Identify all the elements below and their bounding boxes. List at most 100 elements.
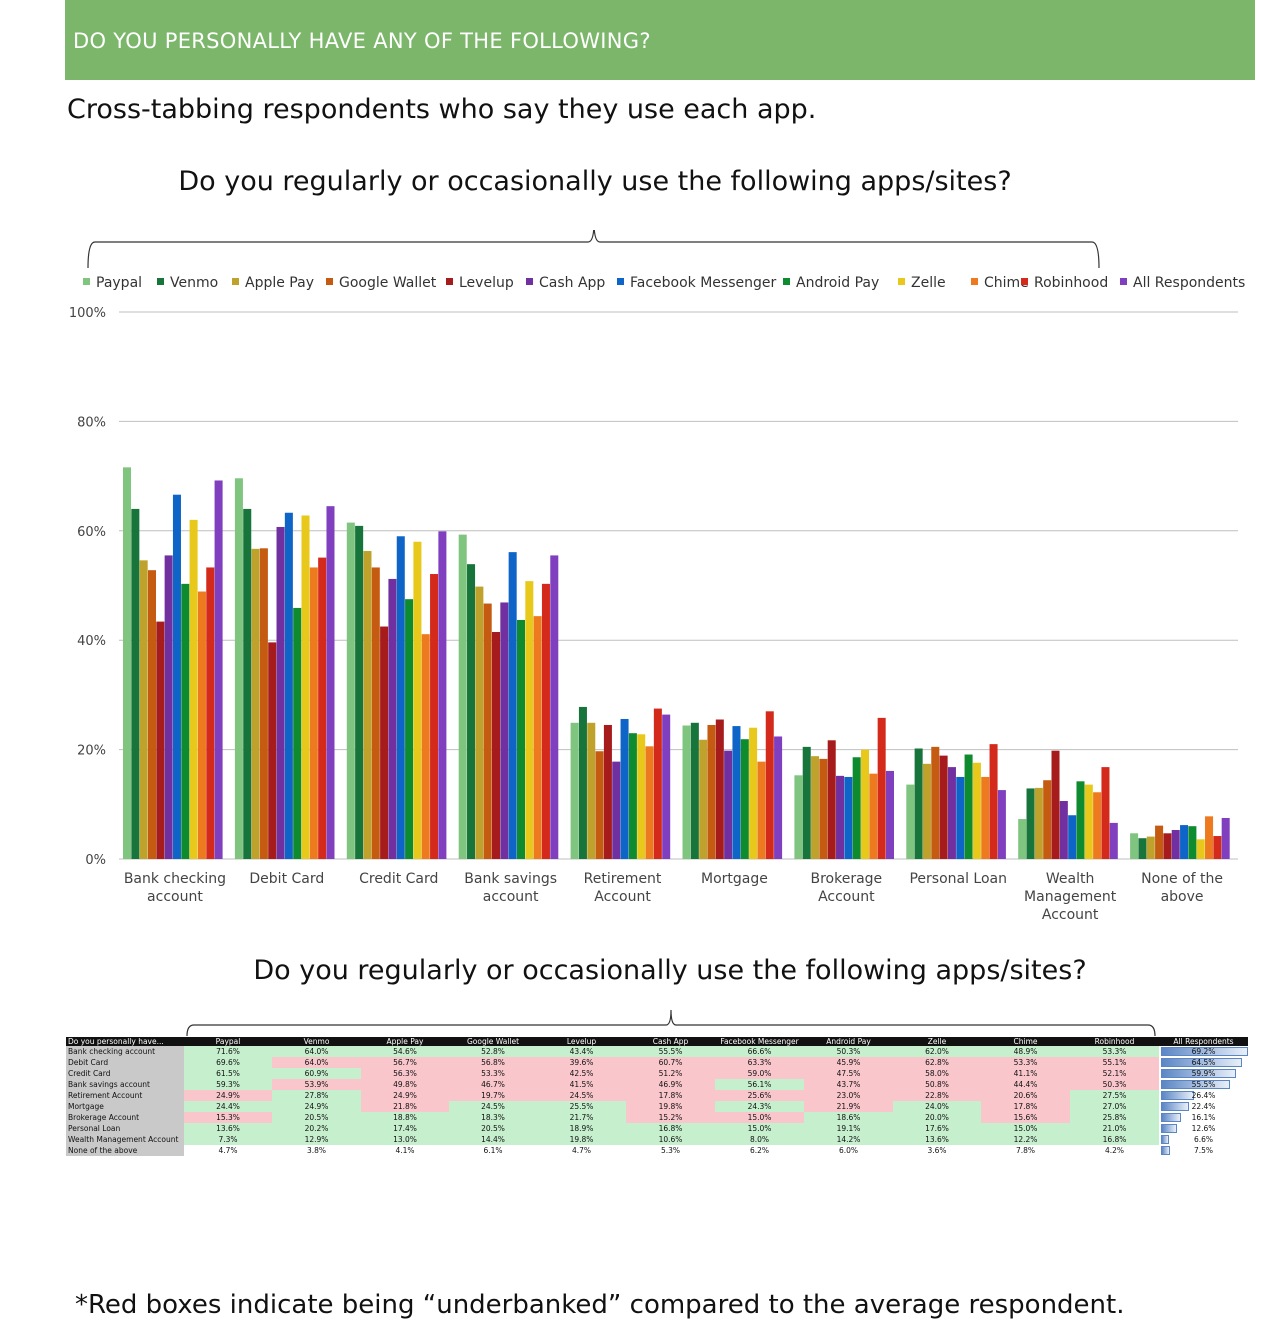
bar — [396, 536, 405, 859]
legend-swatch — [326, 278, 333, 285]
table-cell: 41.5% — [537, 1079, 626, 1090]
table-column-header: Chime — [981, 1037, 1070, 1046]
table-row-label: Mortgage — [66, 1101, 184, 1112]
table-column-header: Levelup — [537, 1037, 626, 1046]
bar — [749, 727, 758, 859]
table-cell: 15.2% — [626, 1112, 715, 1123]
bar — [214, 480, 223, 859]
table-cell: 43.7% — [804, 1079, 893, 1090]
crosstab-table: Do you personally have... Paypal Venmo Appl… — [66, 1037, 1248, 1156]
bar — [1188, 826, 1197, 859]
bar — [363, 551, 372, 859]
table-cell: 53.3% — [1070, 1046, 1159, 1057]
legend-label: Cash App — [539, 275, 605, 291]
table-cell: 16.8% — [1070, 1134, 1159, 1145]
table-cell: 13.6% — [184, 1123, 272, 1134]
bar — [301, 515, 310, 859]
bar — [1196, 839, 1205, 859]
table-cell: 19.1% — [804, 1123, 893, 1134]
table-cell: 50.3% — [804, 1046, 893, 1057]
table-cell: 7.3% — [184, 1134, 272, 1145]
table-cell: 53.3% — [449, 1068, 537, 1079]
x-category-label: Brokerage Account — [811, 871, 883, 905]
table-cell: 17.4% — [361, 1123, 449, 1134]
table-cell: 64.0% — [272, 1046, 361, 1057]
bar — [1163, 833, 1172, 859]
grouped-bar-chart: Paypal Venmo Apple Pay Google Wallet Levelup… — [69, 230, 1245, 923]
bar — [458, 534, 467, 859]
x-category-label: Bank checking account — [124, 871, 226, 905]
table-cell: 3.6% — [893, 1145, 981, 1156]
table-cell: 20.0% — [893, 1112, 981, 1123]
table-cell: 58.0% — [893, 1068, 981, 1079]
all-respondents-value: 55.5% — [1191, 1080, 1216, 1089]
x-category-label: Retirement Account — [584, 871, 662, 905]
data-bar — [1161, 1113, 1182, 1122]
bar — [1093, 792, 1102, 859]
bar — [1180, 825, 1189, 859]
all-respondents-value: 26.4% — [1191, 1091, 1216, 1100]
bar — [699, 739, 708, 859]
table-cell: 63.3% — [715, 1057, 804, 1068]
bar — [1146, 836, 1155, 859]
bar — [628, 733, 637, 859]
section-banner: DO YOU PERSONALLY HAVE ANY OF THE FOLLOW… — [65, 0, 1255, 80]
bar — [645, 746, 654, 859]
bar — [467, 564, 476, 859]
banner-title: DO YOU PERSONALLY HAVE ANY OF THE FOLLOW… — [73, 29, 651, 53]
table-row-label: Bank savings account — [66, 1079, 184, 1090]
data-bar — [1161, 1091, 1194, 1100]
table-cell: 25.8% — [1070, 1112, 1159, 1123]
table-row-label: Brokerage Account — [66, 1112, 184, 1123]
table-all-respondents-cell: 16.1% — [1159, 1112, 1248, 1123]
bar — [682, 725, 691, 859]
bar — [251, 548, 260, 859]
data-bar — [1161, 1069, 1236, 1078]
bar — [922, 763, 931, 859]
bar — [827, 740, 836, 859]
bar — [206, 567, 215, 859]
table-cell: 4.2% — [1070, 1145, 1159, 1156]
all-respondents-value: 16.1% — [1191, 1113, 1216, 1122]
bar — [794, 775, 803, 859]
bar — [131, 508, 140, 859]
table-cell: 18.9% — [537, 1123, 626, 1134]
table-cell: 48.9% — [981, 1046, 1070, 1057]
bar — [380, 626, 389, 859]
table-cell: 59.0% — [715, 1068, 804, 1079]
bar — [139, 560, 148, 859]
table-cell: 55.5% — [626, 1046, 715, 1057]
all-respondents-value: 59.9% — [1191, 1069, 1216, 1078]
data-bar — [1161, 1124, 1177, 1133]
legend-label: Google Wallet — [339, 275, 437, 291]
table-cell: 24.3% — [715, 1101, 804, 1112]
bar — [355, 525, 364, 859]
table-cell: 51.2% — [626, 1068, 715, 1079]
table-cell: 15.0% — [981, 1123, 1070, 1134]
bar — [508, 552, 517, 859]
table-cell: 21.0% — [1070, 1123, 1159, 1134]
bar — [885, 770, 894, 859]
table-all-respondents-cell: 26.4% — [1159, 1090, 1248, 1101]
table-cell: 50.3% — [1070, 1079, 1159, 1090]
table-cell: 3.8% — [272, 1145, 361, 1156]
table-all-respondents-cell: 69.2% — [1159, 1046, 1248, 1057]
bar — [243, 508, 252, 859]
table-cell: 60.9% — [272, 1068, 361, 1079]
table-cell: 16.8% — [626, 1123, 715, 1134]
table-cell: 62.8% — [893, 1057, 981, 1068]
table-row: Debit Card 69.6% 64.0% 56.7% 56.8% 39.6% 60.7%… — [66, 1057, 1248, 1068]
table-row-label: Wealth Management Account — [66, 1134, 184, 1145]
bar — [931, 746, 940, 859]
table-cell: 44.4% — [981, 1079, 1070, 1090]
y-tick-label: 80% — [77, 415, 106, 430]
legend-swatch — [526, 278, 533, 285]
bar — [413, 541, 422, 859]
table-row-label: None of the above — [66, 1145, 184, 1156]
table-row-label: Credit Card — [66, 1068, 184, 1079]
table-cell: 5.3% — [626, 1145, 715, 1156]
table-cell: 56.8% — [449, 1057, 537, 1068]
table-cell: 6.0% — [804, 1145, 893, 1156]
table-cell: 12.2% — [981, 1134, 1070, 1145]
table-cell: 12.9% — [272, 1134, 361, 1145]
